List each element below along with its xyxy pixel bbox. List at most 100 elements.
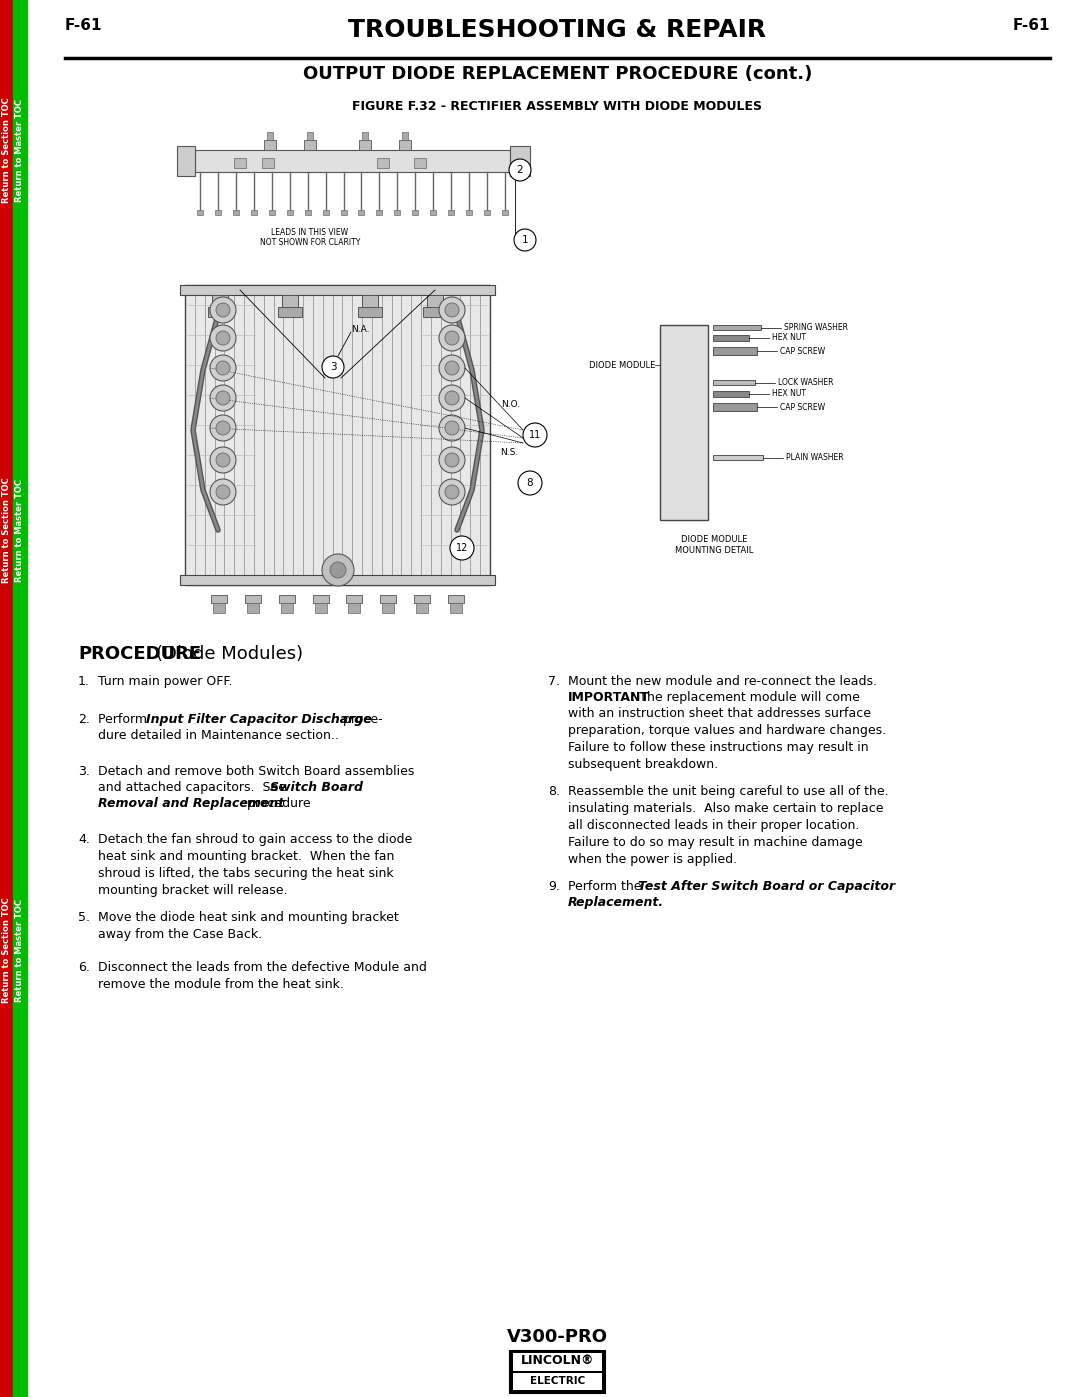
- Text: Removal and Replacement: Removal and Replacement: [98, 798, 284, 810]
- Text: DIODE MODULE
MOUNTING DETAIL: DIODE MODULE MOUNTING DETAIL: [675, 535, 753, 555]
- Bar: [427, 295, 443, 310]
- Bar: [357, 307, 382, 317]
- Circle shape: [509, 159, 531, 182]
- Circle shape: [438, 415, 465, 441]
- Bar: [450, 604, 462, 613]
- Text: and attached capacitors.  See: and attached capacitors. See: [98, 781, 291, 793]
- Bar: [303, 140, 316, 149]
- Text: PLAIN WASHER: PLAIN WASHER: [786, 453, 843, 462]
- Text: procedure: procedure: [243, 798, 311, 810]
- Bar: [660, 326, 708, 520]
- Text: Perform: Perform: [98, 712, 151, 726]
- Bar: [262, 158, 274, 168]
- Bar: [233, 210, 239, 215]
- Circle shape: [210, 326, 237, 351]
- Bar: [215, 210, 221, 215]
- Bar: [180, 576, 495, 585]
- Bar: [195, 149, 510, 172]
- Bar: [377, 210, 382, 215]
- Circle shape: [216, 391, 230, 405]
- Text: CAP SCREW: CAP SCREW: [780, 346, 825, 355]
- Bar: [212, 295, 228, 310]
- Circle shape: [438, 479, 465, 504]
- Bar: [423, 307, 447, 317]
- Text: Detach and remove both Switch Board assemblies: Detach and remove both Switch Board asse…: [98, 766, 415, 778]
- Bar: [713, 391, 750, 397]
- Bar: [349, 604, 361, 613]
- Bar: [208, 307, 232, 317]
- Bar: [430, 210, 436, 215]
- Text: (Diode Modules): (Diode Modules): [156, 645, 303, 664]
- Text: 12: 12: [456, 543, 469, 553]
- Circle shape: [210, 298, 237, 323]
- Text: LINCOLN®: LINCOLN®: [521, 1354, 594, 1368]
- Text: HEX NUT: HEX NUT: [772, 390, 806, 398]
- Text: proce-: proce-: [339, 712, 382, 726]
- Bar: [713, 380, 755, 386]
- Bar: [177, 147, 195, 176]
- Text: Disconnect the leads from the defective Module and
remove the module from the he: Disconnect the leads from the defective …: [98, 961, 427, 990]
- Circle shape: [210, 447, 237, 474]
- Text: V300-PRO: V300-PRO: [507, 1329, 608, 1345]
- Circle shape: [216, 303, 230, 317]
- Bar: [213, 604, 225, 613]
- Circle shape: [216, 453, 230, 467]
- Bar: [323, 210, 328, 215]
- Bar: [314, 604, 326, 613]
- Bar: [502, 210, 508, 215]
- Bar: [382, 604, 394, 613]
- Bar: [359, 210, 364, 215]
- Text: Input Filter Capacitor Discharge: Input Filter Capacitor Discharge: [146, 712, 372, 726]
- Bar: [513, 1354, 602, 1370]
- Text: 3: 3: [329, 362, 336, 372]
- Text: CAP SCREW: CAP SCREW: [780, 402, 825, 412]
- Bar: [413, 210, 418, 215]
- Text: N.A.: N.A.: [351, 326, 369, 334]
- Text: 1: 1: [522, 235, 528, 244]
- Bar: [513, 1373, 602, 1390]
- Circle shape: [210, 355, 237, 381]
- Bar: [362, 131, 368, 140]
- Text: TROUBLESHOOTING & REPAIR: TROUBLESHOOTING & REPAIR: [349, 18, 767, 42]
- Bar: [414, 158, 426, 168]
- Circle shape: [210, 415, 237, 441]
- Bar: [197, 210, 203, 215]
- Text: 3.: 3.: [78, 766, 90, 778]
- Circle shape: [322, 555, 354, 585]
- Text: LOCK WASHER: LOCK WASHER: [778, 379, 834, 387]
- Text: 5.: 5.: [78, 911, 90, 923]
- Circle shape: [523, 423, 546, 447]
- Bar: [251, 210, 257, 215]
- Text: 1.: 1.: [78, 675, 90, 687]
- Circle shape: [445, 485, 459, 499]
- Bar: [359, 140, 372, 149]
- Bar: [307, 131, 313, 140]
- Bar: [246, 604, 259, 613]
- Bar: [264, 140, 276, 149]
- Text: 7.: 7.: [548, 675, 561, 687]
- Circle shape: [445, 420, 459, 434]
- Text: 11: 11: [529, 430, 541, 440]
- Circle shape: [445, 303, 459, 317]
- Text: 9.: 9.: [548, 880, 559, 893]
- Text: SPRING WASHER: SPRING WASHER: [784, 323, 848, 332]
- Bar: [484, 210, 490, 215]
- Bar: [245, 595, 260, 604]
- Bar: [394, 210, 401, 215]
- Text: 6.: 6.: [78, 961, 90, 974]
- Circle shape: [518, 471, 542, 495]
- Text: FIGURE F.32 - RECTIFIER ASSEMBLY WITH DIODE MODULES: FIGURE F.32 - RECTIFIER ASSEMBLY WITH DI…: [352, 101, 762, 113]
- Text: Reassemble the unit being careful to use all of the.
insulating materials.  Also: Reassemble the unit being careful to use…: [568, 785, 889, 866]
- Text: N.O.: N.O.: [501, 400, 519, 409]
- Text: Return to Section TOC: Return to Section TOC: [2, 98, 11, 203]
- Bar: [269, 210, 274, 215]
- Text: Mount the new module and re-connect the leads.: Mount the new module and re-connect the …: [568, 675, 877, 687]
- Bar: [713, 455, 762, 460]
- Text: N.S.: N.S.: [500, 448, 518, 457]
- Circle shape: [210, 386, 237, 411]
- Bar: [510, 147, 530, 176]
- Text: 2.: 2.: [78, 712, 90, 726]
- Text: LEADS IN THIS VIEW
NOT SHOWN FOR CLARITY: LEADS IN THIS VIEW NOT SHOWN FOR CLARITY: [260, 228, 361, 247]
- Bar: [713, 335, 750, 341]
- Circle shape: [445, 453, 459, 467]
